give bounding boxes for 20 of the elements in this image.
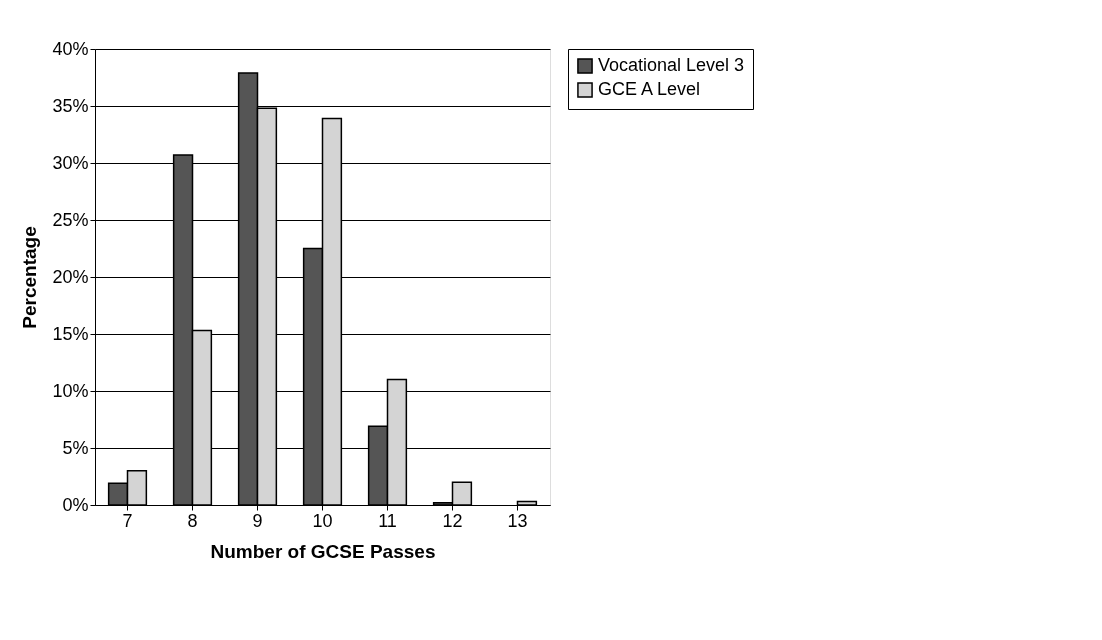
y-tick-label: 5% — [62, 437, 89, 458]
x-tick-label: 12 — [442, 510, 463, 531]
x-tick-label: 11 — [378, 510, 397, 531]
y-tick-label: 35% — [52, 95, 89, 116]
x-tick-label: 7 — [122, 510, 133, 531]
x-tick-label: 8 — [187, 510, 198, 531]
y-tick-label: 15% — [52, 323, 89, 344]
y-tick-label: 30% — [52, 152, 89, 173]
legend-label: Vocational Level 3 — [598, 55, 745, 75]
y-axis-title: Percentage — [19, 226, 41, 329]
x-axis-title: Number of GCSE Passes — [210, 540, 436, 562]
x-tick-label: 13 — [507, 510, 528, 531]
y-tick-label: 0% — [62, 494, 89, 515]
legend-label: GCE A Level — [598, 79, 701, 99]
y-tick-label: 40% — [52, 38, 89, 59]
y-tick-label: 20% — [52, 266, 89, 287]
y-tick-label: 10% — [52, 380, 89, 401]
x-tick-label: 9 — [252, 510, 263, 531]
x-tick-label: 10 — [312, 510, 333, 531]
y-tick-label: 25% — [52, 209, 89, 230]
